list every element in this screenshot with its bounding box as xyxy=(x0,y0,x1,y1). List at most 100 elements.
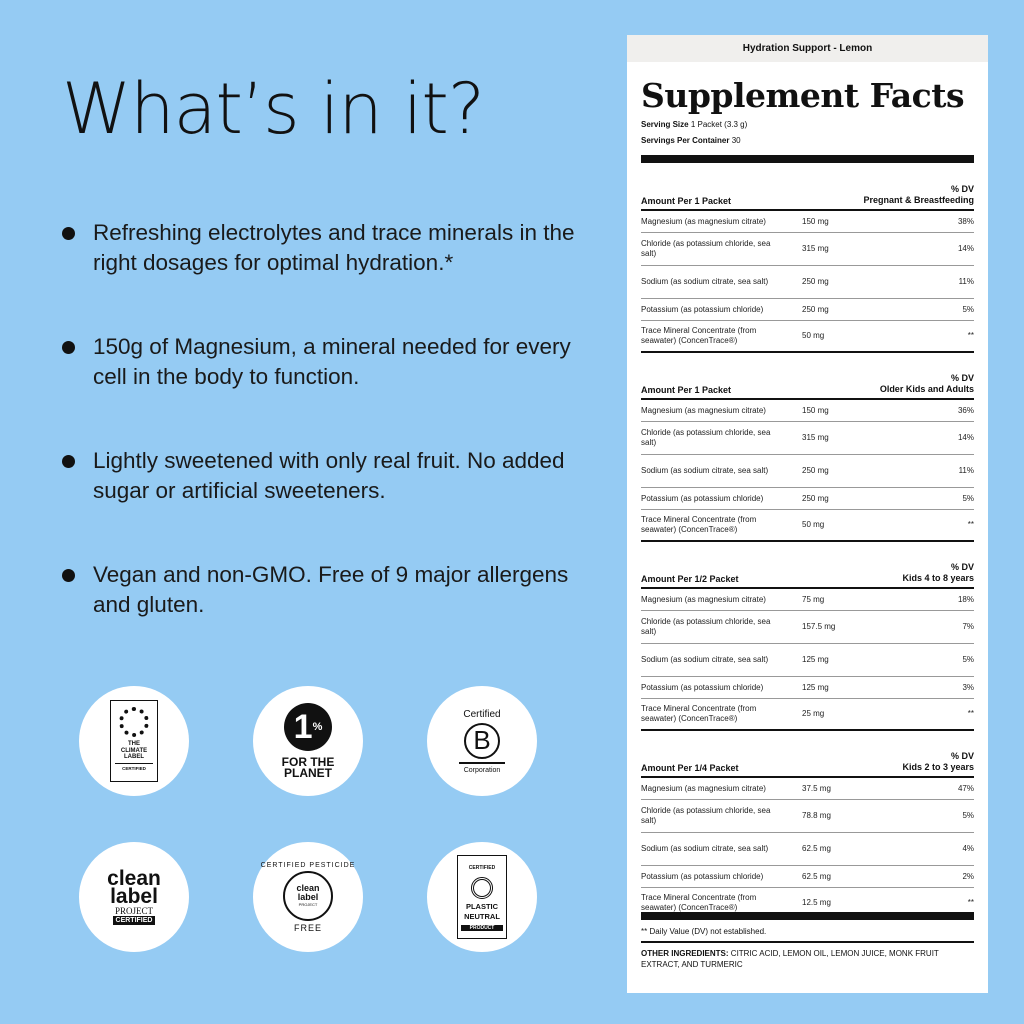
nutrient-amount: 250 mg xyxy=(802,493,829,503)
bullet-text: 150g of Magnesium, a mineral needed for … xyxy=(93,334,571,389)
nutrient-amount: 157.5 mg xyxy=(802,622,836,631)
product-name: Hydration Support - Lemon xyxy=(627,35,988,62)
clean-label-badge: clean label PROJECT CERTIFIED xyxy=(79,842,189,952)
nutrient-name: Magnesium (as magnesium citrate) xyxy=(641,216,766,226)
nutrient-name: Sodium (as sodium citrate, sea salt) xyxy=(641,277,769,286)
nutrient-name: Potassium (as potassium chloride) xyxy=(641,304,764,314)
nutrient-dv: ** xyxy=(967,709,974,718)
nutrient-dv: 7% xyxy=(962,622,974,631)
nutrient-amount: 25 mg xyxy=(802,709,825,718)
bullet-text: Lightly sweetened with only real fruit. … xyxy=(93,448,565,503)
nutrient-name: Chloride (as potassium chloride, sea sal… xyxy=(641,806,771,825)
nutrient-name: Trace Mineral Concentrate (from seawater… xyxy=(641,326,757,345)
divider xyxy=(641,155,974,163)
amount-header: Amount Per 1/2 Packet xyxy=(641,574,739,584)
dv-header: % DV xyxy=(950,751,974,761)
nutrient-dv: ** xyxy=(967,520,974,529)
nutrient-name: Sodium (as sodium citrate, sea salt) xyxy=(641,466,769,475)
bullet-icon xyxy=(62,341,75,354)
nutrient-name: Chloride (as potassium chloride, sea sal… xyxy=(641,617,771,636)
sunburst-icon xyxy=(119,707,149,737)
nutrient-dv: 3% xyxy=(962,682,974,692)
nutrient-name: Chloride (as potassium chloride, sea sal… xyxy=(641,428,771,447)
nutrient-amount: 250 mg xyxy=(802,277,829,286)
supplement-facts-panel: Hydration Support - Lemon Supplement Fac… xyxy=(627,35,988,993)
b-corp-badge: Certified B Corporation xyxy=(427,686,537,796)
nutrient-amount: 315 mg xyxy=(802,433,829,442)
nutrient-name: Potassium (as potassium chloride) xyxy=(641,871,764,881)
nutrient-dv: 5% xyxy=(962,493,974,503)
nutrient-dv: 11% xyxy=(958,466,974,475)
group-header: Kids 2 to 3 years xyxy=(902,762,974,772)
group-header: Kids 4 to 8 years xyxy=(902,573,974,583)
nutrient-name: Potassium (as potassium chloride) xyxy=(641,493,764,503)
nutrient-dv: ** xyxy=(967,898,974,907)
divider xyxy=(641,912,974,920)
bullet-icon xyxy=(62,569,75,582)
bullet-text: Vegan and non-GMO. Free of 9 major aller… xyxy=(93,562,569,617)
nutrient-dv: 38% xyxy=(957,216,974,226)
nutrient-dv: 11% xyxy=(958,277,974,286)
benefits-list: Refreshing electrolytes and trace minera… xyxy=(60,218,600,674)
list-item: 150g of Magnesium, a mineral needed for … xyxy=(60,332,600,446)
nutrient-dv: 5% xyxy=(962,304,974,314)
nutrient-amount: 37.5 mg xyxy=(802,783,831,793)
plastic-neutral-badge: CERTIFIED PLASTIC NEUTRAL PRODUCT xyxy=(427,842,537,952)
nutrient-amount: 78.8 mg xyxy=(802,811,831,820)
bullet-icon xyxy=(62,227,75,240)
dv-note: ** Daily Value (DV) not established. xyxy=(641,920,974,943)
wave-icon xyxy=(471,877,493,899)
climate-label-badge: THE CLIMATE LABEL CERTIFIED xyxy=(79,686,189,796)
amount-header: Amount Per 1 Packet xyxy=(641,196,732,206)
nutrient-row: Potassium (as potassium chloride) 62.5 mg… xyxy=(641,866,974,888)
nutrient-amount: 75 mg xyxy=(802,594,825,604)
nutrient-dv: 2% xyxy=(962,871,974,881)
pesticide-free-badge: CERTIFIED PESTICIDE clean label PROJECT F… xyxy=(253,842,363,952)
amount-header: Amount Per 1/4 Packet xyxy=(641,763,739,773)
nutrient-amount: 50 mg xyxy=(802,331,825,340)
nutrient-row: Sodium (as sodium citrate, sea salt) 62.5… xyxy=(641,833,974,866)
nutrient-row: Sodium (as sodium citrate, sea salt) 250 … xyxy=(641,266,974,299)
dv-header: % DV xyxy=(950,184,974,194)
nutrient-amount: 315 mg xyxy=(802,244,829,253)
nutrient-row: Trace Mineral Concentrate (from seawater… xyxy=(641,888,974,920)
nutrient-name: Magnesium (as magnesium citrate) xyxy=(641,783,766,793)
nutrient-row: Chloride (as potassium chloride, sea sal… xyxy=(641,422,974,455)
other-ingredients: OTHER INGREDIENTS: CITRIC ACID, LEMON OI… xyxy=(641,949,939,969)
nutrient-dv: 14% xyxy=(957,244,974,253)
list-item: Vegan and non-GMO. Free of 9 major aller… xyxy=(60,560,600,674)
servings-per-container: Servings Per Container 30 xyxy=(641,136,741,145)
nutrient-row: Magnesium (as magnesium citrate) 150 mg 38… xyxy=(641,211,974,233)
page-heading: What’s in it? xyxy=(62,68,485,150)
nutrient-amount: 250 mg xyxy=(802,304,829,314)
facts-section: Amount Per 1 Packet % DV Pregnant & Breast… xyxy=(641,163,974,353)
group-header: Older Kids and Adults xyxy=(879,384,974,394)
nutrient-amount: 150 mg xyxy=(802,405,829,415)
dv-header: % DV xyxy=(950,562,974,572)
nutrient-row: Chloride (as potassium chloride, sea sal… xyxy=(641,233,974,266)
one-percent-planet-badge: 1% FOR THE PLANET xyxy=(253,686,363,796)
facts-section: Amount Per 1/4 Packet % DV Kids 2 to 3 yea… xyxy=(641,730,974,920)
nutrient-amount: 62.5 mg xyxy=(802,871,831,881)
nutrient-row: Potassium (as potassium chloride) 250 mg 5… xyxy=(641,488,974,510)
nutrient-amount: 150 mg xyxy=(802,216,829,226)
nutrient-row: Magnesium (as magnesium citrate) 37.5 mg 4… xyxy=(641,778,974,800)
nutrient-row: Potassium (as potassium chloride) 125 mg 3… xyxy=(641,677,974,699)
list-item: Lightly sweetened with only real fruit. … xyxy=(60,446,600,560)
nutrient-amount: 12.5 mg xyxy=(802,898,831,907)
nutrient-row: Magnesium (as magnesium citrate) 150 mg 36… xyxy=(641,400,974,422)
nutrient-row: Sodium (as sodium citrate, sea salt) 250 … xyxy=(641,455,974,488)
bullet-text: Refreshing electrolytes and trace minera… xyxy=(93,220,575,275)
nutrient-row: Magnesium (as magnesium citrate) 75 mg 18% xyxy=(641,589,974,611)
nutrient-row: Chloride (as potassium chloride, sea sal… xyxy=(641,611,974,644)
nutrient-name: Trace Mineral Concentrate (from seawater… xyxy=(641,704,757,723)
nutrient-row: Sodium (as sodium citrate, sea salt) 125 … xyxy=(641,644,974,677)
nutrient-name: Magnesium (as magnesium citrate) xyxy=(641,594,766,604)
nutrient-row: Trace Mineral Concentrate (from seawater… xyxy=(641,699,974,731)
nutrient-amount: 125 mg xyxy=(802,655,829,664)
dv-header: % DV xyxy=(950,373,974,383)
nutrient-name: Trace Mineral Concentrate (from seawater… xyxy=(641,515,757,534)
nutrient-dv: ** xyxy=(967,331,974,340)
nutrient-name: Trace Mineral Concentrate (from seawater… xyxy=(641,893,757,912)
facts-title: Supplement Facts xyxy=(641,76,965,115)
